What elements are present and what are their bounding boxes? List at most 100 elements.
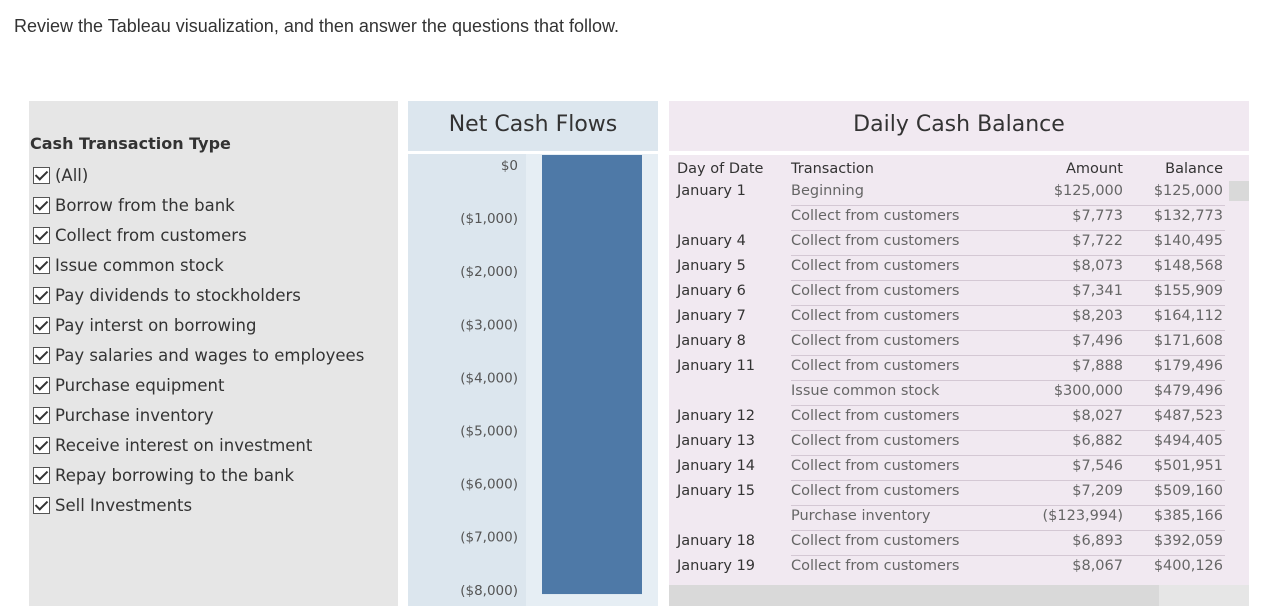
cell-transaction: Issue common stock — [791, 383, 940, 399]
cell-transaction: Collect from customers — [791, 283, 960, 299]
y-tick-label: ($2,000) — [460, 264, 518, 280]
checkbox-checked-icon[interactable] — [33, 166, 50, 184]
cell-amount: $6,893 — [1072, 533, 1123, 549]
cell-amount: $7,888 — [1072, 358, 1123, 374]
horizontal-scrollbar-thumb[interactable] — [669, 585, 1159, 606]
cell-balance: $487,523 — [1153, 408, 1223, 424]
filter-item[interactable]: Pay interst on borrowing — [33, 310, 364, 340]
filter-title: Cash Transaction Type — [30, 134, 231, 153]
row-divider — [791, 530, 1225, 531]
row-divider — [791, 355, 1225, 356]
filter-panel: Cash Transaction Type (All) Borrow from t… — [29, 101, 398, 606]
checkbox-checked-icon[interactable] — [33, 286, 50, 304]
filter-item[interactable]: Pay dividends to stockholders — [33, 280, 364, 310]
filter-item[interactable]: Pay salaries and wages to employees — [33, 340, 364, 370]
cell-amount: $8,073 — [1072, 258, 1123, 274]
filter-item[interactable]: Issue common stock — [33, 250, 364, 280]
filter-item[interactable]: Purchase inventory — [33, 400, 364, 430]
cell-amount: $8,027 — [1072, 408, 1123, 424]
cell-day: January 4 — [677, 233, 746, 249]
filter-item-label: (All) — [55, 165, 89, 185]
vertical-scrollbar[interactable] — [1229, 181, 1249, 201]
filter-item[interactable]: Repay borrowing to the bank — [33, 460, 364, 490]
cell-balance: $179,496 — [1153, 358, 1223, 374]
checkbox-checked-icon[interactable] — [33, 496, 50, 514]
cell-balance: $164,112 — [1153, 308, 1223, 324]
cell-balance: $479,496 — [1153, 383, 1223, 399]
cell-transaction: Collect from customers — [791, 258, 960, 274]
cell-day: January 18 — [677, 533, 756, 549]
cell-balance: $140,495 — [1153, 233, 1223, 249]
cell-transaction: Collect from customers — [791, 533, 960, 549]
net-cash-flows-header — [408, 101, 658, 151]
filter-item[interactable]: Sell Investments — [33, 490, 364, 520]
cell-amount: $7,546 — [1072, 458, 1123, 474]
cell-balance: $125,000 — [1153, 183, 1223, 199]
checkbox-checked-icon[interactable] — [33, 256, 50, 274]
filter-item-label: Borrow from the bank — [55, 195, 235, 215]
row-divider — [791, 255, 1225, 256]
column-header-day[interactable]: Day of Date — [677, 161, 764, 177]
cell-amount: $7,722 — [1072, 233, 1123, 249]
cell-balance: $385,166 — [1153, 508, 1223, 524]
checkbox-checked-icon[interactable] — [33, 346, 50, 364]
cell-transaction: Purchase inventory — [791, 508, 931, 524]
cell-balance: $171,608 — [1153, 333, 1223, 349]
column-header-balance[interactable]: Balance — [1165, 161, 1223, 177]
filter-item[interactable]: Purchase equipment — [33, 370, 364, 400]
cell-day: January 19 — [677, 558, 756, 574]
cell-amount: $125,000 — [1053, 183, 1123, 199]
cell-day: January 12 — [677, 408, 756, 424]
cell-day: January 11 — [677, 358, 756, 374]
checkbox-checked-icon[interactable] — [33, 376, 50, 394]
daily-cash-balance-table — [669, 155, 1249, 585]
filter-item-label: Collect from customers — [55, 225, 247, 245]
checkbox-checked-icon[interactable] — [33, 466, 50, 484]
net-cash-flow-bar[interactable] — [542, 155, 642, 595]
cell-balance: $392,059 — [1153, 533, 1223, 549]
y-tick-label: ($5,000) — [460, 424, 518, 440]
column-header-transaction[interactable]: Transaction — [791, 161, 874, 177]
cell-day: January 7 — [677, 308, 746, 324]
cell-transaction: Collect from customers — [791, 208, 960, 224]
filter-item-label: Repay borrowing to the bank — [55, 465, 295, 485]
filter-item-label: Issue common stock — [55, 255, 224, 275]
checkbox-checked-icon[interactable] — [33, 226, 50, 244]
row-divider — [791, 405, 1225, 406]
cell-transaction: Collect from customers — [791, 358, 960, 374]
net-cash-flows-title: Net Cash Flows — [448, 112, 618, 137]
filter-item-label: Sell Investments — [55, 495, 193, 515]
filter-item[interactable]: (All) — [33, 160, 364, 190]
filter-item[interactable]: Borrow from the bank — [33, 190, 364, 220]
y-tick-label: ($8,000) — [460, 583, 518, 599]
cell-day: January 8 — [677, 333, 746, 349]
filter-item-label: Receive interest on investment — [55, 435, 313, 455]
filter-item[interactable]: Receive interest on investment — [33, 430, 364, 460]
filter-list: (All) Borrow from the bank Collect from cu… — [33, 160, 364, 520]
cell-transaction: Collect from customers — [791, 483, 960, 499]
cell-amount: $8,067 — [1072, 558, 1123, 574]
row-divider — [791, 205, 1225, 206]
filter-item-label: Purchase inventory — [55, 405, 214, 425]
cell-balance: $509,160 — [1153, 483, 1223, 499]
y-tick-label: ($3,000) — [460, 317, 518, 333]
checkbox-checked-icon[interactable] — [33, 406, 50, 424]
y-tick-label: ($1,000) — [460, 211, 518, 227]
filter-item-label: Purchase equipment — [55, 375, 225, 395]
cell-amount: $7,341 — [1072, 283, 1123, 299]
row-divider — [791, 555, 1225, 556]
checkbox-checked-icon[interactable] — [33, 436, 50, 454]
checkbox-checked-icon[interactable] — [33, 316, 50, 334]
column-header-amount[interactable]: Amount — [1066, 161, 1123, 177]
instruction-text: Review the Tableau visualization, and th… — [14, 16, 620, 36]
checkbox-checked-icon[interactable] — [33, 196, 50, 214]
filter-item[interactable]: Collect from customers — [33, 220, 364, 250]
cell-balance: $155,909 — [1153, 283, 1223, 299]
row-divider — [791, 480, 1225, 481]
filter-item-label: Pay salaries and wages to employees — [55, 345, 365, 365]
row-divider — [791, 430, 1225, 431]
cell-day: January 5 — [677, 258, 746, 274]
cell-balance: $148,568 — [1153, 258, 1223, 274]
cell-amount: ($123,994) — [1042, 508, 1123, 524]
cell-transaction: Collect from customers — [791, 458, 960, 474]
